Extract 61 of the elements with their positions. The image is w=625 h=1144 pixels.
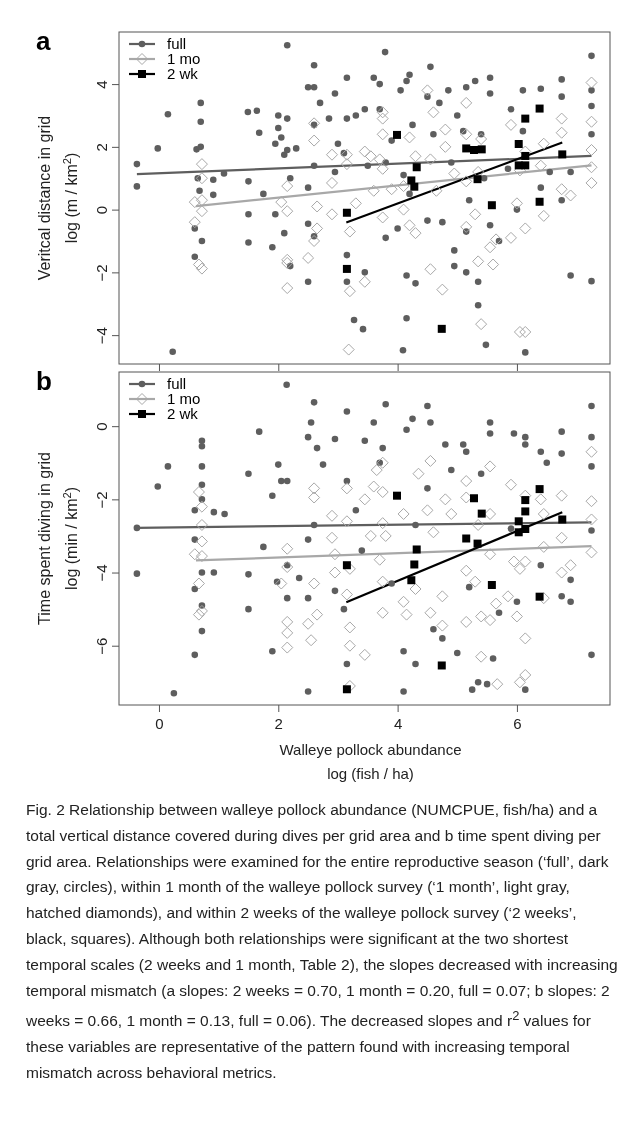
x-tick-label: 2 [274,714,283,732]
legend-label: full [167,35,187,52]
point [477,509,486,518]
point [535,104,544,113]
y-tick-label: 0 [93,205,110,215]
y-tick-label: 4 [93,80,110,89]
point [521,161,530,170]
point [469,494,478,503]
legend-label: 1 mo [167,390,201,407]
point [437,661,446,670]
y-tick-label: −2 [93,491,110,509]
point [412,545,421,554]
legend-label: 1 mo [167,50,201,67]
point [437,324,446,333]
point [412,163,421,172]
legend-label: 2 wk [167,65,199,82]
x-tick-label: 4 [393,714,403,732]
y-tick-label: −4 [93,327,110,345]
x-tick-label: 6 [513,714,522,732]
legend-label: full [167,375,187,392]
point [473,539,482,548]
point [462,534,471,543]
text: Fig. 2 Relationship between walleye pollock abundance (NUMCPUE, fish/ha) and a total vertical distance covered during dives per grid area and b time spent diving per grid area. Relationships were examined for the entire reproductive season (‘full’, dark gray, circles), within 1 month of the walleye pollock survey (‘1 month’, light gray, hatched diamonds), and within 2 weeks of the walleye pollock survey (‘2 weeks’, black, squares). Although both relationships were significant at the two shortest temporal scales (2 weeks and 1 month, Table 2), the slopes decreased with increasing temporal mismatch (a slopes: 2 weeks = 0.70, 1 month = 0.20, full = 0.07; b slopes: 2 weeks = 0.66, 1 month = 0.13, full = 0.06). The decreased slopes and r$^{2}$ values for these variables are representative of the pattern found with increasing temporal mismatch across behavioral metrics. [26,801,618,1082]
point [407,176,416,185]
point [469,145,478,154]
point [342,685,351,694]
point [521,524,530,533]
x-axis-title: Walleye pollock abundance log (fish / ha) [279,741,462,782]
point [521,151,530,160]
point [535,197,544,206]
y-tick-label: 0 [93,422,110,431]
point [487,580,496,589]
point [521,496,530,505]
point [462,144,471,153]
point [558,515,567,524]
point [535,485,544,494]
point [407,576,416,585]
text: a [36,26,51,56]
point [521,507,530,516]
x-tick-label: 0 [155,714,164,732]
y-tick-label: −2 [93,264,110,282]
point [487,201,496,210]
point [393,130,402,139]
y-tick-label: −4 [93,564,110,582]
text: b [36,366,52,396]
point [393,491,402,500]
point [477,145,486,154]
point [410,182,419,191]
point [342,208,351,217]
point [558,150,567,159]
point [342,561,351,570]
y-tick-label: 2 [93,143,110,152]
y-tick-label: −6 [93,637,110,655]
point [473,175,482,184]
point [514,517,523,526]
point [521,114,530,123]
point [410,560,419,569]
point [342,264,351,273]
point [535,592,544,601]
legend-label: 2 wk [167,405,199,422]
point [514,140,523,149]
